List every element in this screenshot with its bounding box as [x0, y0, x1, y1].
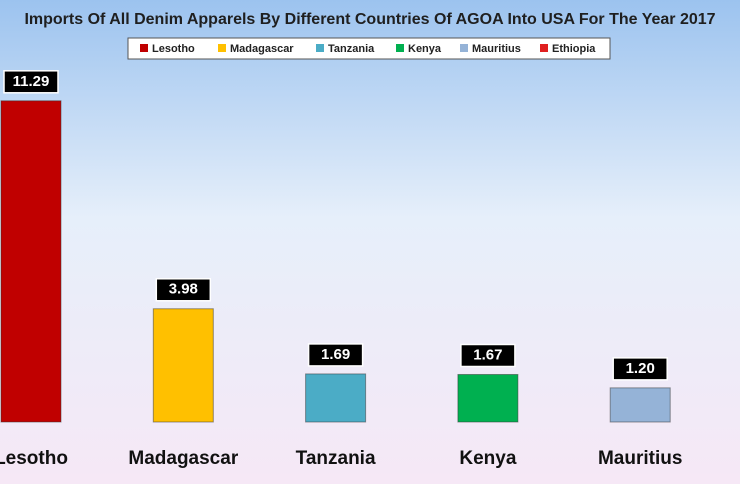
legend-swatch: [460, 44, 468, 52]
legend-label: Mauritius: [472, 43, 521, 55]
legend-box: [127, 37, 611, 60]
value-label: 1.69: [321, 346, 350, 363]
bar: [152, 308, 214, 423]
value-label-box: [460, 343, 516, 368]
legend-swatch: [140, 44, 148, 52]
bar: [0, 100, 62, 423]
x-tick-label: Kenya: [459, 448, 516, 469]
legend-swatch: [396, 44, 404, 52]
legend-label: Madagascar: [230, 43, 294, 55]
value-label-box: [307, 343, 364, 367]
x-tick-label: Madagascar: [128, 448, 238, 469]
bar: [457, 373, 519, 423]
value-label-box: [155, 278, 212, 302]
x-tick-label: Lesotho: [0, 448, 68, 469]
value-label-box: [3, 70, 59, 94]
bar: [609, 387, 671, 423]
value-label: 1.67: [473, 346, 502, 363]
chart-title: Imports Of All Denim Apparels By Differe…: [24, 11, 715, 28]
bar: [305, 373, 367, 423]
legend-swatch: [218, 44, 226, 52]
x-tick-label: Mauritius: [598, 448, 682, 469]
x-tick-label: Tanzania: [296, 448, 376, 469]
legend-label: Kenya: [408, 43, 442, 55]
value-label: 1.20: [626, 360, 655, 377]
value-label: 11.29: [13, 73, 50, 90]
legend-label: Lesotho: [152, 43, 195, 55]
value-label: 3.98: [169, 281, 198, 298]
value-label-box: [612, 357, 668, 381]
legend-label: Tanzania: [328, 43, 375, 55]
legend-label: Ethiopia: [552, 43, 596, 55]
legend-swatch: [316, 44, 324, 52]
legend-swatch: [540, 44, 548, 52]
